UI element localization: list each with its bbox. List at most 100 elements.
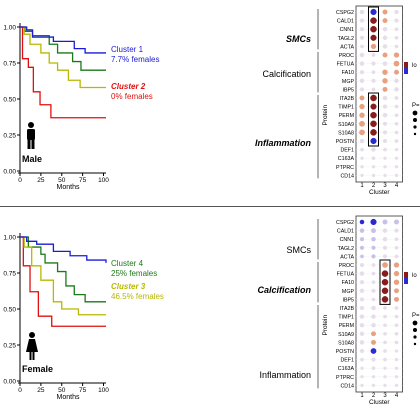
- protein-label: S10A8: [338, 130, 354, 136]
- dot: [360, 366, 364, 370]
- dot: [370, 43, 377, 50]
- protein-label: TIMP1: [338, 105, 354, 111]
- dot: [383, 306, 387, 310]
- protein-label: CSPG2: [336, 10, 354, 16]
- protein-label: FETUA: [337, 272, 355, 278]
- cluster-tick-label: 4: [395, 393, 399, 399]
- dot: [360, 165, 364, 169]
- group-label: Inflammation: [259, 370, 311, 380]
- cluster-tick-label: 2: [372, 183, 376, 189]
- x-tick-label: 25: [37, 387, 45, 394]
- dot: [394, 113, 399, 118]
- dot: [393, 52, 400, 58]
- cluster-tick-label: 3: [383, 183, 387, 189]
- legend-size-dot: [412, 110, 418, 116]
- dot: [394, 87, 399, 92]
- group-label: SMCs: [287, 245, 312, 255]
- dot: [382, 18, 388, 24]
- dot: [394, 340, 399, 345]
- dot: [382, 219, 388, 225]
- dot: [359, 322, 365, 328]
- dot: [371, 357, 376, 362]
- dot: [371, 297, 376, 302]
- x-tick-label: 75: [79, 177, 87, 184]
- dot: [382, 228, 388, 233]
- dot: [383, 366, 387, 370]
- dot: [371, 280, 376, 285]
- dot: [371, 165, 376, 169]
- protein-axis-label: Protein: [322, 315, 329, 336]
- dot: [371, 70, 376, 75]
- dot: [383, 357, 387, 362]
- y-tick-label: 0.50: [3, 307, 16, 314]
- protein-label: ACTA: [340, 254, 354, 260]
- dot: [359, 348, 365, 354]
- dot-legend: lo P=: [404, 62, 420, 136]
- dot: [360, 254, 364, 259]
- dot: [370, 137, 377, 145]
- dot: [359, 280, 365, 285]
- y-tick-label: 0.25: [3, 343, 16, 350]
- dot: [371, 236, 376, 242]
- dot: [370, 348, 377, 354]
- dot: [393, 279, 400, 285]
- dot: [382, 61, 388, 66]
- dot: [383, 383, 387, 388]
- protein-label: S10A8: [338, 340, 354, 346]
- x-tick-label: 0: [18, 387, 22, 394]
- protein-label: POSTN: [336, 139, 354, 145]
- protein-label: ITA2B: [340, 96, 355, 102]
- dot: [382, 254, 388, 259]
- protein-label: S10A9: [338, 332, 354, 338]
- dot: [359, 271, 365, 276]
- legend-text: lo: [412, 273, 417, 279]
- female-icon: [26, 332, 38, 360]
- dot: [394, 331, 399, 336]
- dot: [394, 245, 399, 250]
- protein-label: CD14: [340, 383, 354, 389]
- dot-plot: Protein CSPG2 CALD1 CNN1 TAGL2 ACTA PROC FETUA F…: [317, 5, 420, 196]
- dot: [394, 288, 399, 294]
- dot: [381, 296, 389, 303]
- km-plot: 0.00 0.25 0.50 0.75 1.00 0 25 50 75 100 Months Clus…: [3, 23, 159, 191]
- dot: [359, 95, 365, 101]
- group-label: Calcification: [257, 285, 311, 295]
- cluster-tick-label: 1: [360, 183, 364, 189]
- km-curve-cluster1: [20, 26, 106, 54]
- legend-cluster-name: Cluster 2: [111, 82, 146, 91]
- dot: [370, 129, 377, 136]
- dot: [371, 53, 376, 57]
- protein-label: ACTA: [340, 44, 354, 50]
- dot: [394, 35, 399, 40]
- female-panel: 0.00 0.25 0.50 0.75 1.00 0 25 50 75 100 Months Clus…: [3, 215, 420, 406]
- dot: [359, 314, 365, 319]
- km-curve-cluster2: [20, 236, 106, 327]
- protein-label: PTPRC: [336, 165, 354, 171]
- dot: [382, 236, 388, 242]
- dot: [394, 69, 399, 75]
- legend-female-pct: 25% females: [111, 269, 157, 278]
- dot: [359, 61, 365, 66]
- protein-label: PTPRC: [336, 375, 354, 381]
- dot: [394, 219, 399, 225]
- legend-cluster-name: Cluster 3: [111, 282, 146, 291]
- legend-size-dot: [413, 328, 417, 332]
- dot: [394, 296, 399, 302]
- dot: [360, 147, 364, 152]
- protein-label: CALD1: [337, 229, 354, 235]
- icon-leg: [27, 139, 31, 149]
- dot: [383, 349, 387, 353]
- legend-female-pct: 0% females: [111, 92, 153, 101]
- dot: [382, 262, 388, 268]
- protein-label: CNN1: [340, 27, 354, 33]
- dot: [371, 173, 376, 178]
- dot: [359, 27, 365, 32]
- dot: [370, 111, 377, 119]
- dot: [370, 8, 377, 16]
- dot: [371, 339, 376, 345]
- km-curve-cluster2: [20, 26, 106, 119]
- dot-legend: lo P=: [404, 272, 420, 346]
- dot: [394, 383, 399, 388]
- protein-label: DEF1: [340, 148, 354, 154]
- x-tick-label: 75: [79, 387, 87, 394]
